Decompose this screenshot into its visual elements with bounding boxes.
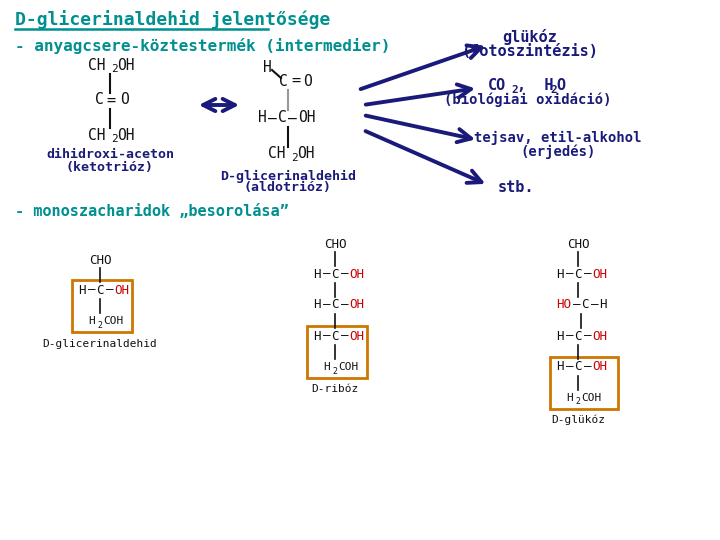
Text: C: C xyxy=(574,329,582,342)
Text: 2: 2 xyxy=(97,321,102,329)
Text: H: H xyxy=(556,267,564,280)
Text: –: – xyxy=(106,284,114,296)
Text: (ketotrióz): (ketotrióz) xyxy=(66,160,154,173)
Text: COH: COH xyxy=(581,393,601,403)
Bar xyxy=(307,326,367,378)
Text: –: – xyxy=(341,299,348,312)
Text: D-glükóz: D-glükóz xyxy=(551,415,605,426)
Text: –: – xyxy=(591,299,598,312)
Text: OH: OH xyxy=(349,329,364,342)
Text: –: – xyxy=(323,329,330,342)
Text: H: H xyxy=(313,299,320,312)
Text: (fotoszintézis): (fotoszintézis) xyxy=(462,44,598,59)
Text: OH: OH xyxy=(349,299,364,312)
Text: –: – xyxy=(341,329,348,342)
Text: –: – xyxy=(573,299,580,312)
Text: C: C xyxy=(95,92,104,107)
Text: –: – xyxy=(584,361,592,374)
Text: –: – xyxy=(566,361,574,374)
Text: OH: OH xyxy=(592,267,607,280)
Text: CH: CH xyxy=(88,127,106,143)
Text: H: H xyxy=(556,361,564,374)
Text: ,  H: , H xyxy=(517,78,554,93)
Text: D-glicerinaldehid jelentősége: D-glicerinaldehid jelentősége xyxy=(15,10,330,30)
Text: 2: 2 xyxy=(291,153,298,163)
Text: H: H xyxy=(78,284,86,296)
Text: –: – xyxy=(584,267,592,280)
Text: CO: CO xyxy=(488,78,506,93)
Text: 2: 2 xyxy=(550,85,557,95)
Text: CH: CH xyxy=(88,57,106,72)
Text: OH: OH xyxy=(117,57,135,72)
Text: CH: CH xyxy=(268,146,286,161)
Text: –: – xyxy=(323,299,330,312)
Text: H: H xyxy=(313,329,320,342)
Text: dihidroxi-aceton: dihidroxi-aceton xyxy=(46,148,174,161)
Text: C: C xyxy=(331,329,338,342)
Text: C: C xyxy=(574,361,582,374)
Text: glükóz: glükóz xyxy=(503,29,557,45)
Text: HO: HO xyxy=(556,299,571,312)
Text: O: O xyxy=(303,75,312,90)
Text: –: – xyxy=(268,111,276,125)
Text: OH: OH xyxy=(592,329,607,342)
Text: =: = xyxy=(291,72,300,87)
Text: H: H xyxy=(556,329,564,342)
Text: CHO: CHO xyxy=(567,238,589,251)
Text: O: O xyxy=(556,78,565,93)
Text: COH: COH xyxy=(103,316,123,326)
Text: tejsav, etil-alkohol: tejsav, etil-alkohol xyxy=(474,131,642,145)
Text: H: H xyxy=(566,393,572,403)
Text: C: C xyxy=(581,299,588,312)
Text: - anyagcsere-köztestermék (intermedier): - anyagcsere-köztestermék (intermedier) xyxy=(15,38,390,54)
Text: OH: OH xyxy=(298,111,315,125)
Text: –: – xyxy=(341,267,348,280)
Text: H: H xyxy=(313,267,320,280)
Text: stb.: stb. xyxy=(498,179,534,194)
Text: C: C xyxy=(574,267,582,280)
Text: H: H xyxy=(263,60,271,76)
Text: C: C xyxy=(96,284,104,296)
Text: O: O xyxy=(120,92,129,107)
Text: H: H xyxy=(599,299,606,312)
Text: OH: OH xyxy=(117,127,135,143)
Text: –: – xyxy=(566,267,574,280)
Text: =: = xyxy=(106,92,115,107)
Text: OH: OH xyxy=(592,361,607,374)
Text: C: C xyxy=(331,267,338,280)
Text: - monoszacharidok „besorolása”: - monoszacharidok „besorolása” xyxy=(15,205,289,219)
Text: –: – xyxy=(88,284,96,296)
Text: H: H xyxy=(258,111,266,125)
Text: OH: OH xyxy=(297,146,315,161)
Text: C: C xyxy=(278,111,287,125)
Text: OH: OH xyxy=(349,267,364,280)
Text: H: H xyxy=(323,362,330,372)
Text: 2: 2 xyxy=(575,397,580,407)
Text: COH: COH xyxy=(338,362,359,372)
Text: –: – xyxy=(584,329,592,342)
Text: CHO: CHO xyxy=(89,253,112,267)
Text: D-glicerinaldehid: D-glicerinaldehid xyxy=(42,339,158,349)
Bar xyxy=(72,280,132,332)
Text: –: – xyxy=(323,267,330,280)
Text: (aldotrióz): (aldotrióz) xyxy=(244,181,332,194)
Text: OH: OH xyxy=(114,284,129,296)
Text: (biológiai oxidáció): (biológiai oxidáció) xyxy=(444,93,612,107)
Text: CHO: CHO xyxy=(324,238,346,251)
Text: 2: 2 xyxy=(111,134,118,144)
Text: 2: 2 xyxy=(332,367,337,375)
Text: C: C xyxy=(331,299,338,312)
Text: D-glicerinaldehid: D-glicerinaldehid xyxy=(220,170,356,183)
Text: H: H xyxy=(88,316,95,326)
Text: 2: 2 xyxy=(511,85,518,95)
Text: –: – xyxy=(566,329,574,342)
Text: D-ribóz: D-ribóz xyxy=(311,384,359,394)
Text: C: C xyxy=(279,75,288,90)
Text: (erjedés): (erjedés) xyxy=(521,145,595,159)
Text: 2: 2 xyxy=(111,64,118,74)
Bar xyxy=(550,357,618,409)
Text: –: – xyxy=(288,111,297,125)
